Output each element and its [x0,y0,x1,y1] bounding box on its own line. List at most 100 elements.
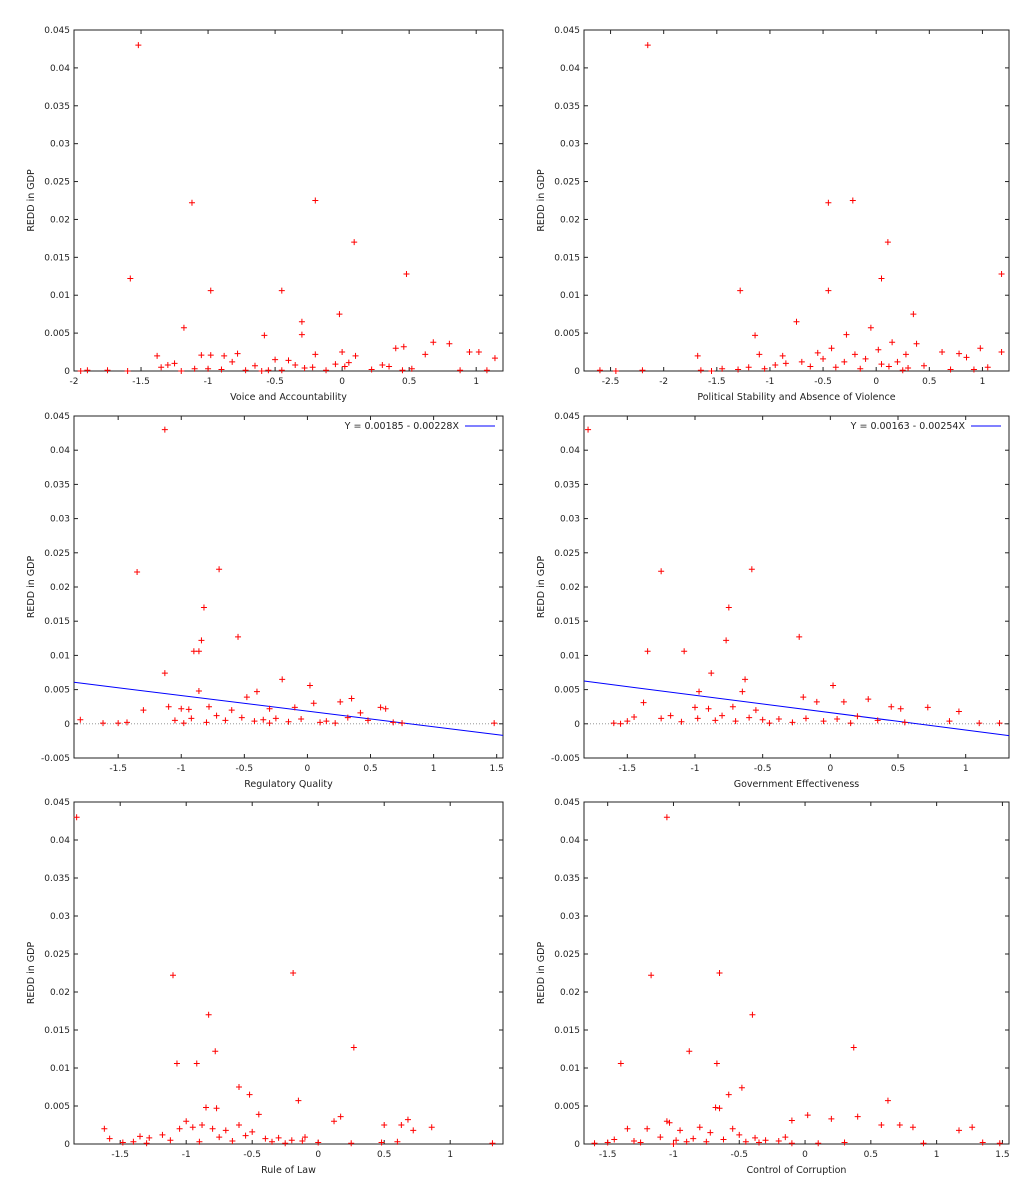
data-point [756,1139,762,1146]
data-point [775,1137,782,1144]
data-point [140,707,147,714]
y-axis-title: REDD in GDP [26,169,37,232]
data-point [939,349,946,356]
data-point [732,718,739,725]
data-point [207,352,214,359]
x-tick-label: -1 [177,764,186,774]
x-tick-label: -1.5 [111,1150,129,1160]
y-tick-label: 0 [64,720,70,730]
scatter-chart: 0 0.005 0.01 0.015 0.02 0.025 0.03 0.035 0.04 0.0… [536,798,1010,1176]
regression-line [583,680,1010,737]
y-tick-label: 0 [574,720,580,730]
y-tick-label: 0.04 [560,446,580,456]
data-point [813,698,820,705]
data-point [191,365,198,372]
data-point [746,714,753,721]
data-point [344,714,351,721]
data-point [788,1140,795,1147]
legend-label: Y = 0.00185 - 0.00228X [344,421,460,432]
data-point [428,1124,435,1131]
data-point [269,1138,275,1145]
y-tick-label: 0.035 [554,874,580,884]
data-point [475,349,482,356]
data-point [212,1048,219,1055]
x-tick-label: -1 [669,1150,678,1160]
y-tick-label: 0.02 [560,215,580,225]
data-point [984,364,991,371]
x-tick-label: -2.5 [602,377,620,387]
data-point [946,718,953,725]
x-tick-label: -2 [659,377,668,387]
x-axis-title: Voice and Accountability [230,392,347,403]
data-point [399,720,406,727]
data-point [736,1131,743,1138]
y-tick-label: 0.005 [554,686,580,696]
data-point [222,717,229,724]
y-axis-title: REDD in GDP [26,942,37,1005]
data-point [203,1104,209,1111]
data-point [422,351,429,358]
x-axis-title: Government Effectiveness [734,779,860,790]
data-point [196,1138,203,1145]
data-point [772,361,779,368]
data-point [251,362,258,369]
x-tick-label: -0.5 [754,764,772,774]
plot-frame [583,801,1010,1145]
y-tick-label: 0.025 [44,549,70,559]
data-point [306,682,313,689]
data-point [171,717,178,724]
data-point [278,367,285,374]
data-point [331,1118,338,1125]
data-point [843,331,850,338]
x-tick-label: -1 [182,1150,191,1160]
data-point [663,1118,670,1125]
y-tick-label: 0.03 [560,140,580,150]
data-point [716,1105,723,1112]
data-point [258,368,265,374]
y-tick-label: 0.035 [44,874,70,884]
data-point [996,720,1003,727]
data-point [236,1122,242,1128]
data-point [612,368,619,374]
legend-label: Y = 0.00163 - 0.00254X [850,421,966,432]
data-point [336,311,343,318]
y-tick-label: 0.025 [554,950,580,960]
data-point [719,365,726,372]
data-point [221,352,228,359]
y-tick-label: 0.015 [554,1026,580,1036]
y-tick-label: 0.015 [44,617,70,627]
data-point [742,1138,749,1145]
data-point [84,367,91,374]
x-tick-label: -1.5 [599,1150,617,1160]
x-tick-label: -1 [690,764,699,774]
data-point [339,349,346,356]
data-point [199,1122,206,1128]
data-point [591,1140,598,1147]
data-point [279,676,286,683]
data-point [272,715,279,722]
data-point [235,633,242,640]
y-tick-label: 0.025 [554,549,580,559]
data-point [712,1104,719,1111]
data-point [723,637,730,644]
y-tick-label: 0.005 [44,1102,70,1112]
data-point [874,717,881,724]
data-point [617,720,624,727]
data-point [213,1105,220,1112]
x-tick-label: -0.5 [730,1150,748,1160]
data-point [815,1140,822,1147]
data-point [198,352,205,359]
data-point [596,367,603,374]
data-point [624,1125,631,1132]
plot-frame [73,29,504,372]
data-point [341,363,348,370]
data-point [631,713,638,720]
data-point [400,343,407,350]
y-tick-label: 0.02 [50,215,70,225]
data-point [878,361,885,368]
y-tick-label: 0.03 [560,912,580,922]
data-point [312,351,319,358]
x-tick-label: 0 [802,1150,808,1160]
data-point [238,714,245,721]
data-point [814,349,821,356]
